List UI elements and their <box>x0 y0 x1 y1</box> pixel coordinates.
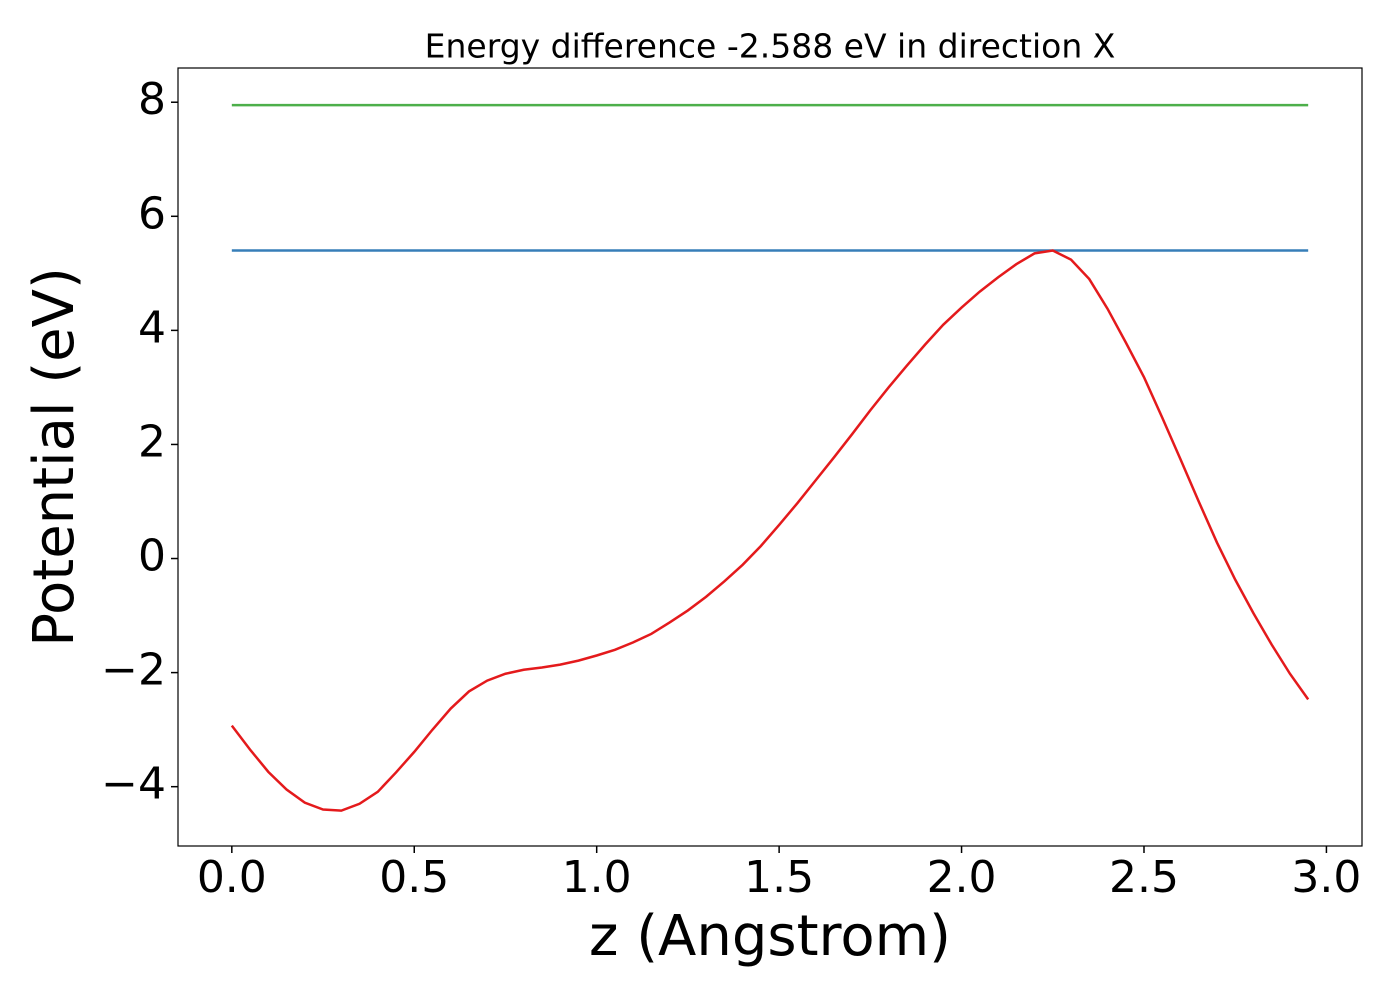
y-tick-label: 6 <box>138 188 166 239</box>
y-tick-label: 8 <box>138 74 166 125</box>
y-tick-label: 2 <box>138 416 166 467</box>
y-tick-label: 0 <box>138 531 166 582</box>
x-tick-label: 2.5 <box>1109 852 1179 903</box>
x-tick-label: 3.0 <box>1291 852 1361 903</box>
x-tick-label: 0.5 <box>379 852 449 903</box>
chart-title: Energy difference -2.588 eV in direction… <box>425 27 1116 66</box>
y-tick-label: 4 <box>138 302 166 353</box>
x-tick-label: 0.0 <box>197 852 267 903</box>
x-tick-label: 1.0 <box>562 852 632 903</box>
y-axis-label: Potential (eV) <box>22 267 87 647</box>
line-series <box>230 249 1310 812</box>
y-tick-label: −2 <box>101 645 166 696</box>
x-axis-label: z (Angstrom) <box>589 904 951 969</box>
x-tick-label: 1.5 <box>744 852 814 903</box>
y-tick-label: −4 <box>101 759 166 810</box>
x-tick-label: 2.0 <box>927 852 997 903</box>
plot-frame <box>177 67 1363 847</box>
